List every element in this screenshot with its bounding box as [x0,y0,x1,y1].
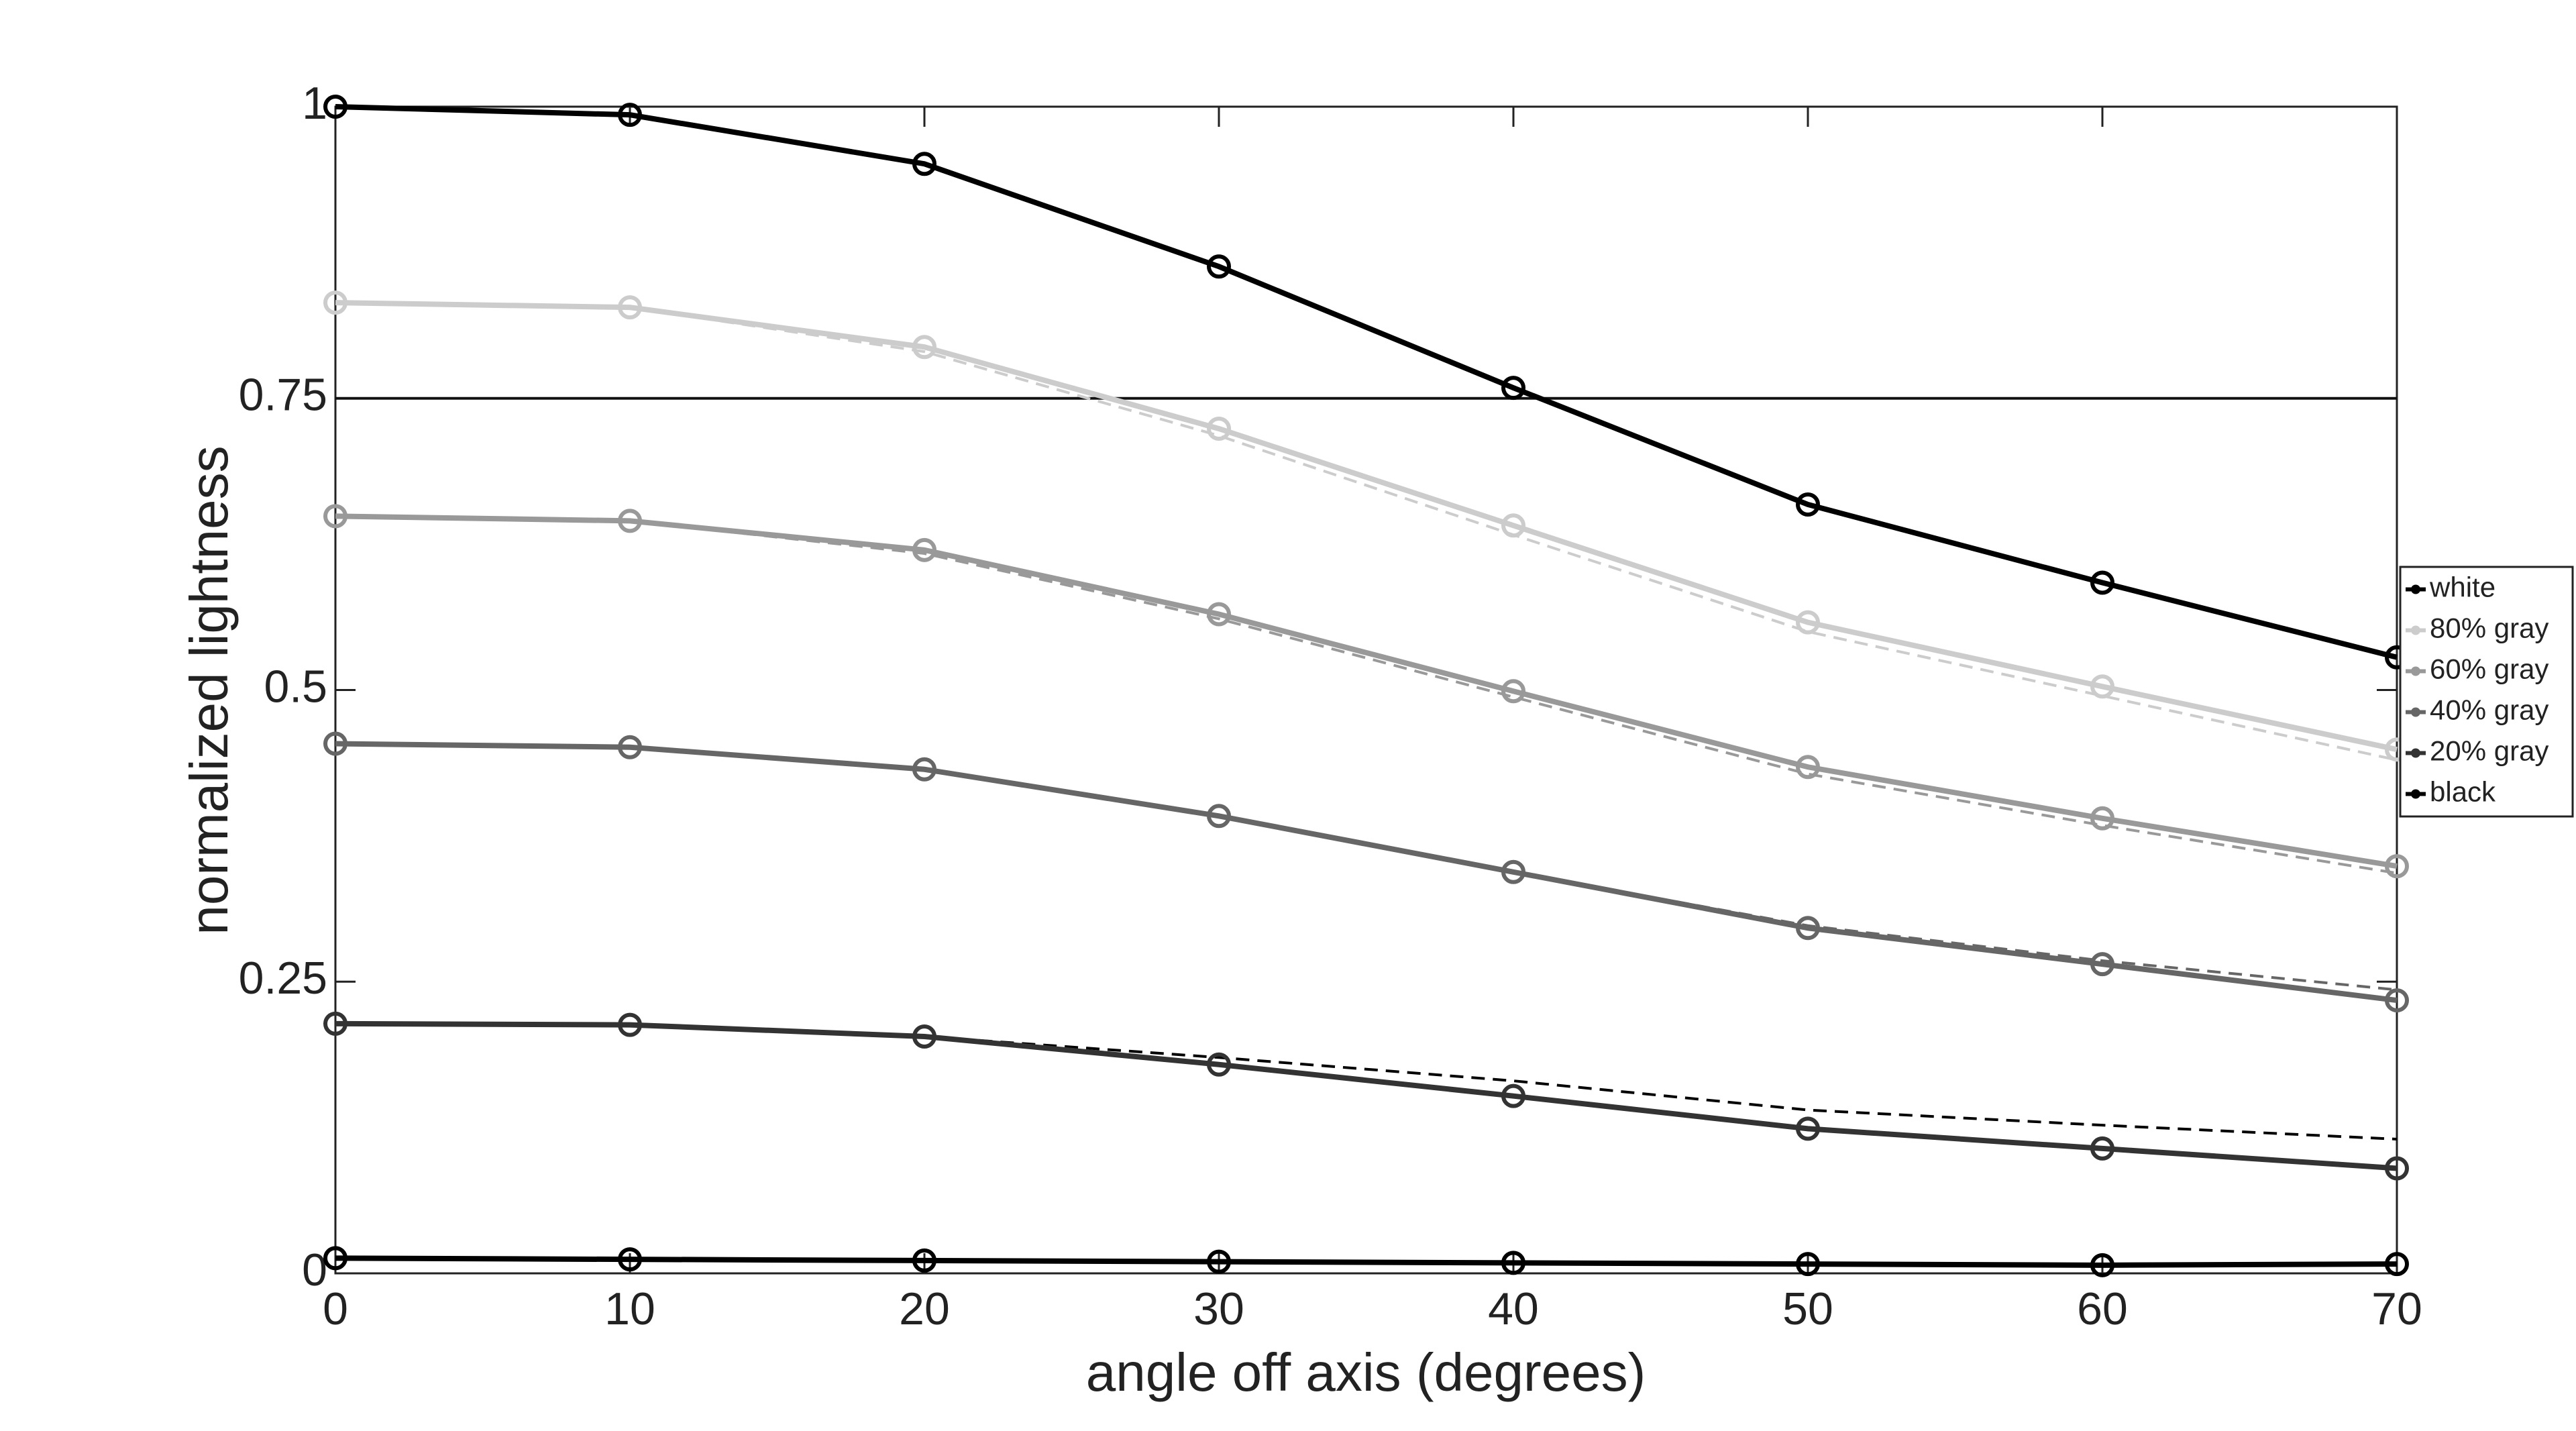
legend-label: black [2430,776,2496,808]
x-tick-label: 0 [323,1283,348,1334]
legend-swatch [2411,585,2420,594]
series-line [335,1258,2397,1265]
legend-label: white [2429,572,2496,603]
legend-swatch [2411,667,2420,676]
series-line [335,743,2397,1000]
series-line [335,516,2397,866]
legend-label: 80% gray [2430,613,2548,644]
legend-swatch [2411,708,2420,717]
series-line [335,1024,2397,1169]
y-tick-label: 1 [302,78,327,129]
legend-label: 60% gray [2430,653,2548,685]
reference-curve [335,516,2397,873]
x-tick-label: 70 [2371,1283,2422,1334]
y-tick-label: 0.5 [264,661,327,712]
y-tick-label: 0.75 [239,370,327,421]
y-axis-label: normalized lightness [179,445,239,935]
x-tick-label: 50 [1782,1283,1833,1334]
x-tick-label: 20 [899,1283,950,1334]
legend-label: 40% gray [2430,694,2548,726]
x-tick-label: 40 [1488,1283,1539,1334]
x-axis-label: angle off axis (degrees) [1086,1342,1646,1402]
x-tick-label: 60 [2077,1283,2128,1334]
legend-swatch [2411,790,2420,799]
reference-curve [335,303,2397,760]
y-tick-label: 0.25 [239,953,327,1004]
reference-curve [335,743,2397,990]
series-line [335,303,2397,749]
plot-frame [335,107,2397,1273]
legend-label: 20% gray [2430,735,2548,767]
legend-swatch [2411,626,2420,635]
x-tick-label: 10 [604,1283,655,1334]
series-line [335,107,2397,657]
x-tick-label: 30 [1193,1283,1244,1334]
legend-swatch [2411,749,2420,758]
